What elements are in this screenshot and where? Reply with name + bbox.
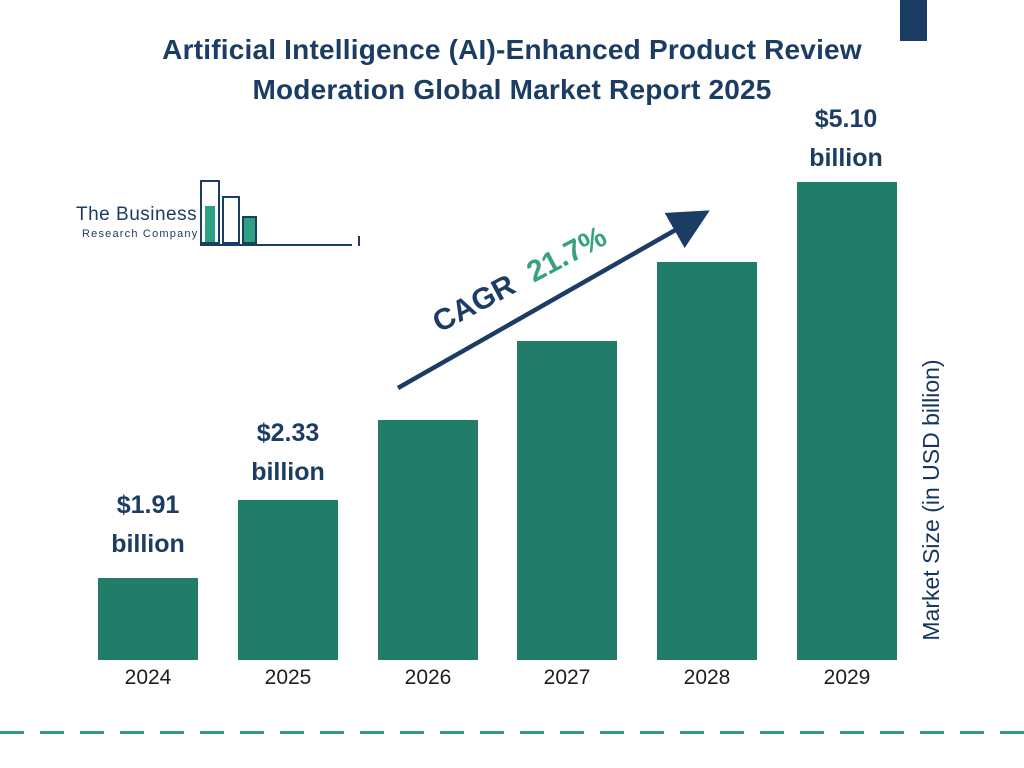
chart-title-line2: Moderation Global Market Report 2025 [252, 74, 772, 105]
value-amount-2029: $5.10 [814, 105, 878, 133]
value-label-2024: $1.91 billion [78, 486, 218, 564]
value-unit-2024: billion [111, 530, 185, 558]
y-axis-label: Market Size (in USD billion) [918, 359, 944, 641]
x-label-2024: 2024 [124, 666, 172, 689]
logo-text-line2: Research Company [82, 228, 199, 240]
logo-bar-outline-1 [200, 180, 220, 244]
bar-2025 [238, 500, 338, 660]
logo-baseline-hook [358, 236, 360, 246]
x-label-2029: 2029 [823, 666, 871, 689]
x-label-2025: 2025 [264, 666, 312, 689]
x-label-2027: 2027 [543, 666, 591, 689]
logo-bar-small [242, 216, 257, 244]
value-label-2025: $2.33 billion [218, 414, 358, 492]
logo-baseline [200, 244, 352, 246]
x-label-2026: 2026 [404, 666, 452, 689]
bar-2026 [378, 420, 478, 660]
logo-text-line1: The Business [76, 204, 198, 225]
value-unit-2029: billion [809, 144, 883, 172]
value-amount-2025: $2.33 [256, 419, 320, 447]
cagr-value: 21.7% [521, 219, 613, 290]
logo-bar-fill [205, 206, 215, 242]
logo-bars-icon [200, 180, 360, 246]
corner-decoration [900, 0, 927, 41]
cagr-annotation: CAGR 21.7% [402, 195, 638, 365]
chart-title-line1: Artificial Intelligence (AI)-Enhanced Pr… [162, 34, 862, 65]
value-amount-2024: $1.91 [116, 491, 180, 519]
x-label-2028: 2028 [683, 666, 731, 689]
value-unit-2025: billion [251, 458, 325, 486]
logo-bar-outline-2 [222, 196, 240, 244]
bar-2027 [517, 341, 617, 660]
value-label-2029: $5.10 billion [776, 100, 916, 178]
bar-2028 [657, 262, 757, 660]
chart-title: Artificial Intelligence (AI)-Enhanced Pr… [0, 30, 1024, 110]
company-logo: The Business Research Company [76, 180, 360, 252]
logo-text: The Business Research Company [76, 204, 198, 240]
bottom-dashed-line [0, 731, 1024, 734]
cagr-label: CAGR [427, 268, 521, 340]
bar-2029 [797, 182, 897, 660]
bar-2024 [98, 578, 198, 660]
